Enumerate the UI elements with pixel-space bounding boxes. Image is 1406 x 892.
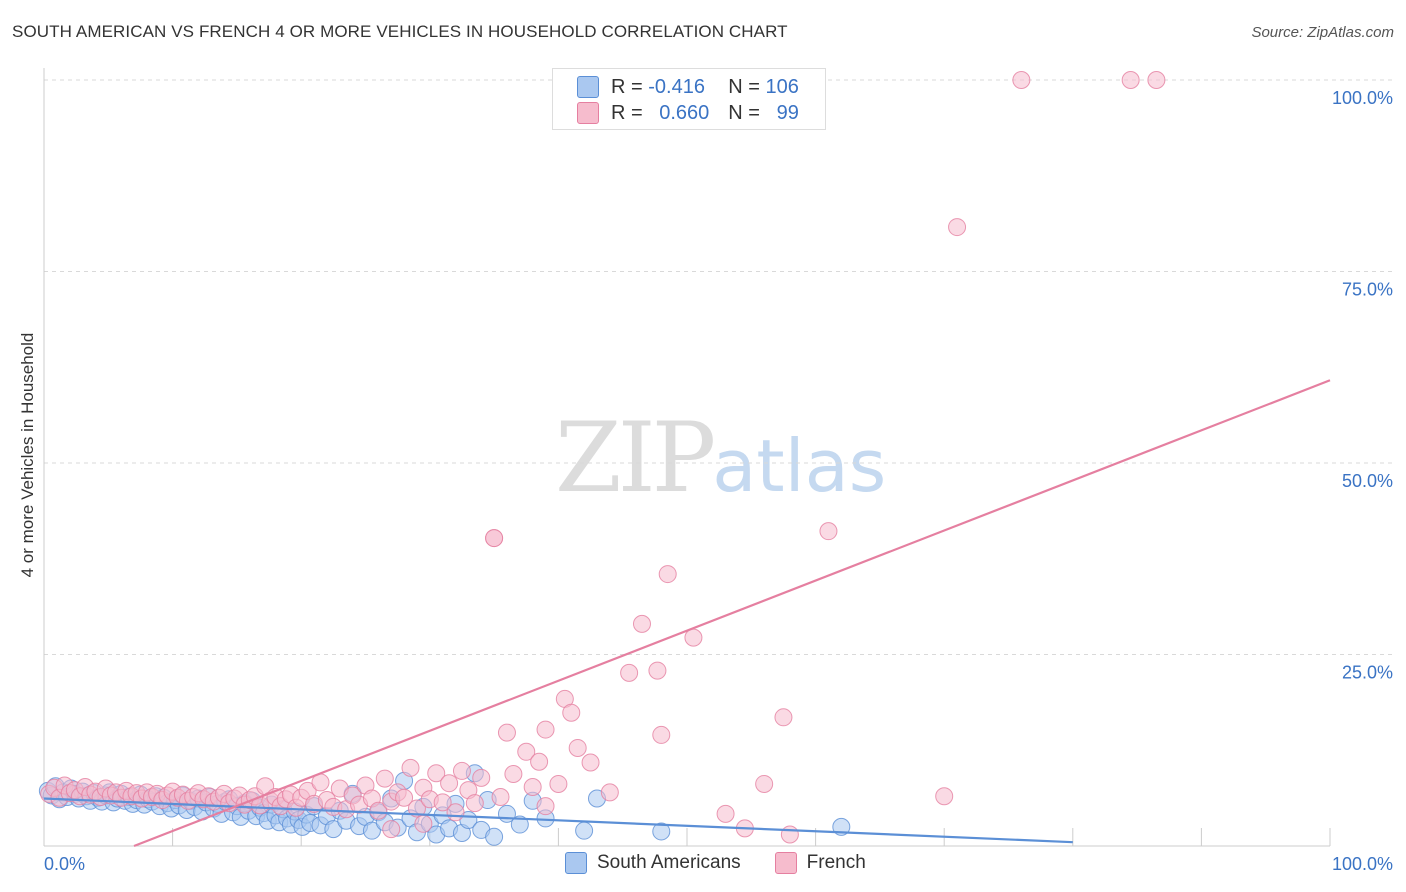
point-french [472, 768, 491, 787]
point-french [452, 761, 471, 780]
trendline-french [133, 379, 1331, 848]
point-french [716, 804, 735, 823]
source-label: Source: ZipAtlas.com [1251, 24, 1394, 41]
point-french [382, 820, 401, 839]
point-french [446, 803, 465, 822]
legend-swatch-south-americans [577, 76, 599, 98]
point-french [600, 783, 619, 802]
point-french [1147, 71, 1166, 89]
point-french [536, 797, 555, 816]
point-french [620, 663, 639, 682]
legend-item-french[interactable]: French [774, 852, 866, 874]
point-french [523, 778, 542, 797]
point-french [648, 661, 667, 680]
point-french [433, 793, 452, 812]
point-french [632, 614, 651, 633]
point-french [1012, 71, 1031, 89]
trendline-south-americans [43, 797, 1073, 844]
point-french [530, 752, 549, 771]
point-french [562, 703, 581, 722]
point-french [819, 522, 838, 541]
point-french [652, 725, 671, 744]
legend-r-label: R = [611, 101, 643, 124]
series-legend: South Americans French [565, 852, 900, 874]
legend-label-south-americans: South Americans [597, 852, 741, 873]
legend-n-label: N = [728, 101, 760, 124]
point-french [549, 774, 568, 793]
point-french [774, 708, 793, 727]
legend-swatch-french [774, 852, 797, 874]
point-south-americans [324, 820, 343, 839]
legend-r-label: R = [611, 75, 643, 98]
point-french [536, 720, 555, 739]
watermark-zip: ZIP [555, 402, 716, 514]
point-french [568, 738, 587, 757]
point-french [427, 764, 446, 783]
legend-label-french: French [806, 852, 866, 873]
legend-row-french: R = 0.660 N = 99 [577, 101, 799, 125]
point-french [1121, 71, 1140, 89]
legend-row-south-americans: R = -0.416 N = 106 [577, 75, 799, 99]
y-tick-label: 75.0% [1342, 280, 1393, 300]
point-french [440, 774, 459, 793]
point-french [504, 764, 523, 783]
point-french [755, 774, 774, 793]
point-french [581, 753, 600, 772]
point-french [935, 787, 954, 806]
point-french [485, 529, 504, 548]
point-south-americans [652, 822, 671, 841]
point-french [401, 758, 420, 777]
legend-r-value-south-americans: -0.416 [648, 75, 705, 98]
point-south-americans [575, 821, 594, 840]
x-tick-label: 100.0% [1332, 854, 1393, 874]
point-french [948, 218, 967, 237]
legend-swatch-french [577, 102, 599, 124]
watermark-atlas: atlas [712, 424, 887, 508]
legend-n-label: N = [728, 75, 760, 98]
x-tick-label: 0.0% [44, 854, 85, 874]
legend-item-south-americans[interactable]: South Americans [565, 852, 741, 874]
y-tick-label: 25.0% [1342, 663, 1393, 683]
point-french [465, 794, 484, 813]
point-french [414, 814, 433, 833]
point-french [658, 565, 677, 584]
point-french [517, 742, 536, 761]
y-tick-label: 100.0% [1332, 88, 1393, 108]
point-south-americans [485, 827, 504, 846]
point-south-americans [510, 815, 529, 834]
point-french [375, 769, 394, 788]
legend-swatch-south-americans [565, 852, 587, 874]
point-french [369, 801, 388, 820]
point-french [395, 788, 414, 807]
legend-r-value-french: 0.660 [659, 101, 710, 124]
legend-n-value-south-americans: 106 [765, 75, 799, 98]
correlation-legend: R = -0.416 N = 106 R = 0.660 N = 99 [552, 68, 826, 130]
point-french [780, 825, 799, 844]
legend-n-value-french: 99 [776, 101, 799, 124]
chart-title: SOUTH AMERICAN VS FRENCH 4 OR MORE VEHIC… [12, 22, 788, 41]
point-french [684, 628, 703, 647]
watermark: ZIPatlas [555, 402, 886, 514]
point-french [407, 799, 426, 818]
point-french [491, 787, 510, 806]
point-south-americans [362, 821, 381, 840]
y-tick-label: 50.0% [1342, 471, 1393, 491]
point-french [497, 723, 516, 742]
